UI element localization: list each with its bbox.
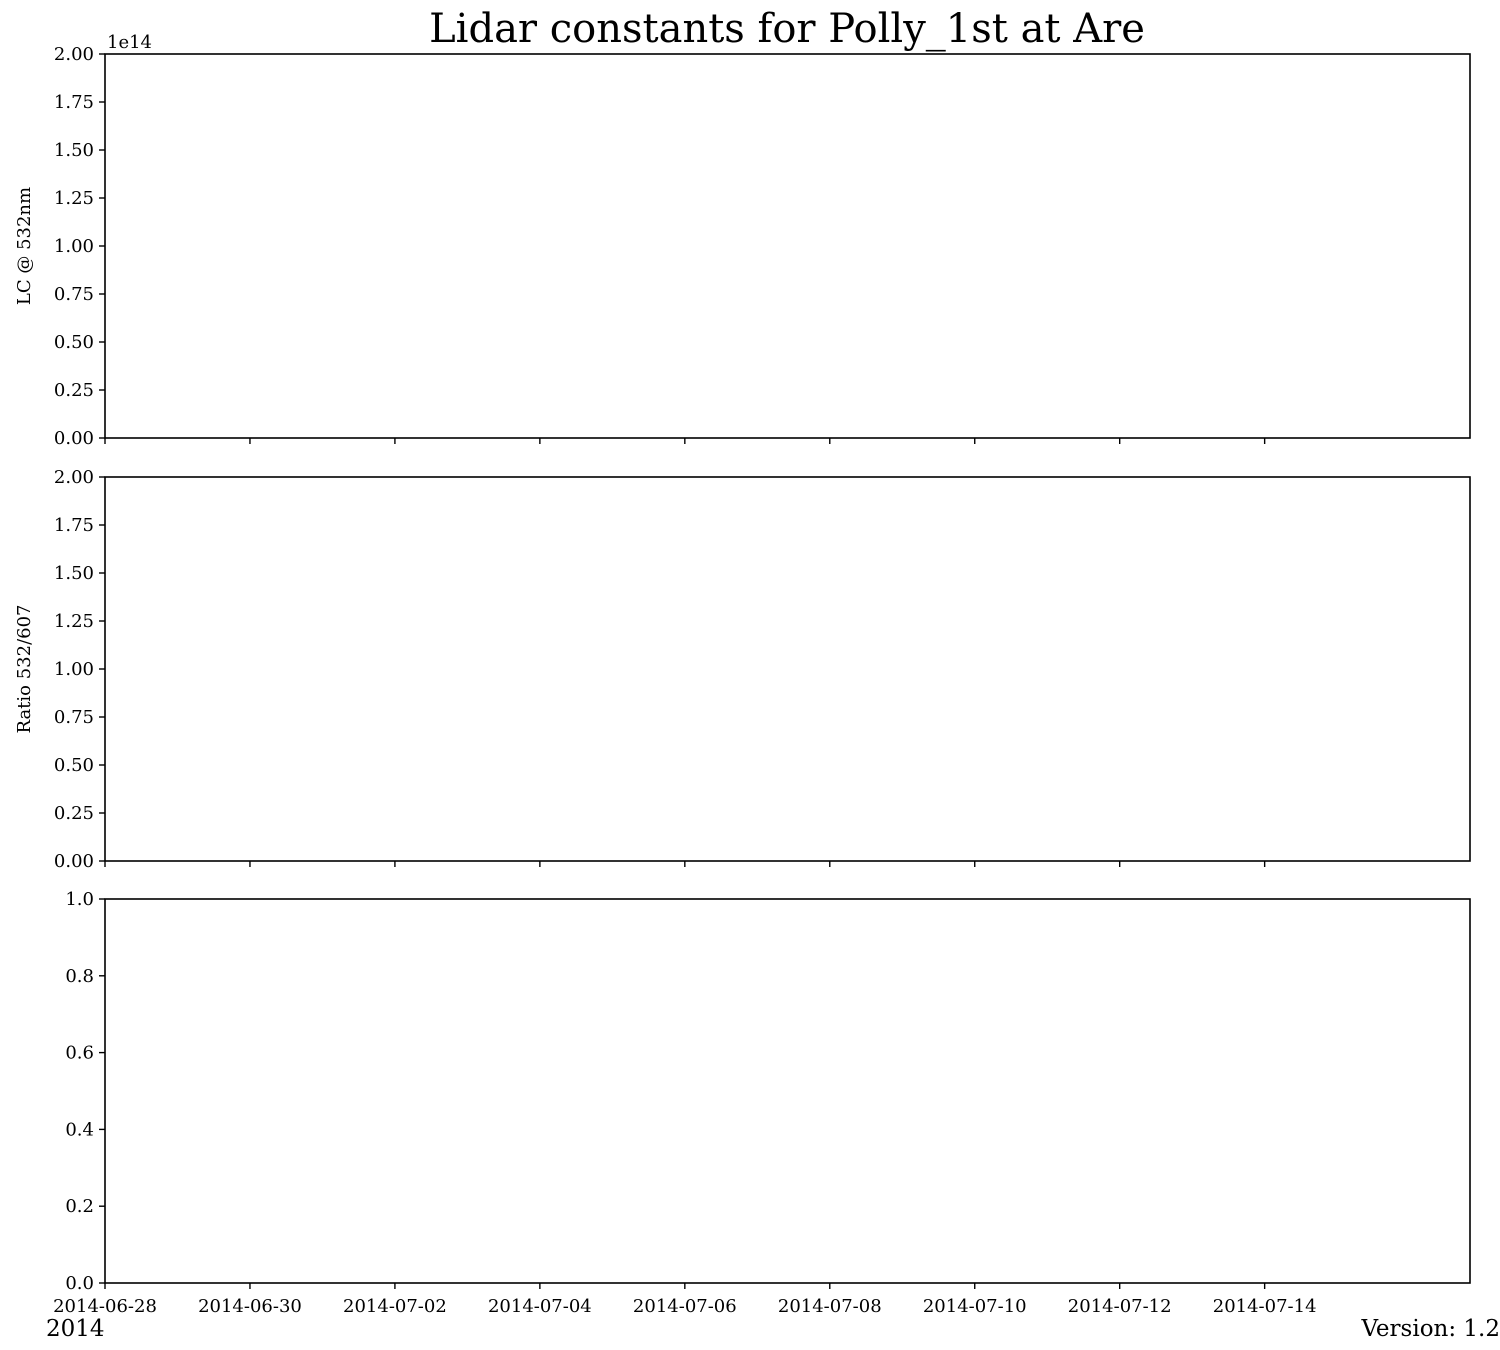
panels: 0.00 0.25 0.50 0.75 1.00 1.25 1.50 1.75 2.00 LC @… <box>14 32 1471 1317</box>
y-tick-label: 0.6 <box>65 1043 94 1064</box>
chart-title: Lidar constants for Polly_1st at Are <box>429 6 1145 52</box>
y-tick-label: 0.00 <box>54 851 94 872</box>
x-tick-label: 2014-07-08 <box>778 1296 882 1317</box>
y-axis-label: Ratio 532/607 <box>14 604 35 733</box>
y-tick-label: 2.00 <box>54 467 94 488</box>
y-tick-label: 0.50 <box>54 332 94 353</box>
y-tick-label: 1.0 <box>65 889 94 910</box>
y-tick-label: 1.25 <box>54 188 94 209</box>
y-tick-label: 2.00 <box>54 44 94 65</box>
y-tick-label: 1.00 <box>54 236 94 257</box>
x-axis-offset-label: 2014 <box>46 1316 105 1342</box>
y-tick-label: 1.75 <box>54 515 94 536</box>
y-tick-label: 0.8 <box>65 966 94 987</box>
panel-3: 0.0 0.2 0.4 0.6 0.8 1.0 2014-06-28 2014-06-30 20… <box>53 889 1471 1317</box>
x-tick-label: 2014-06-30 <box>198 1296 302 1317</box>
version-label: Version: 1.2 <box>1360 1316 1500 1342</box>
y-tick-label: 1.50 <box>54 140 94 161</box>
x-tick-label: 2014-07-06 <box>633 1296 737 1317</box>
x-tick-label: 2014-07-12 <box>1068 1296 1172 1317</box>
y-tick-label: 0.50 <box>54 755 94 776</box>
y-axis-label: LC @ 532nm <box>14 187 35 305</box>
plot-area-frame <box>104 53 1471 439</box>
x-tick-label: 2014-07-10 <box>923 1296 1027 1317</box>
y-tick-label: 0.00 <box>54 428 94 449</box>
x-tick-label: 2014-06-28 <box>53 1296 157 1317</box>
plot-area-frame <box>104 898 1471 1284</box>
y-tick-label: 0.25 <box>54 380 94 401</box>
y-tick-label: 0.75 <box>54 707 94 728</box>
x-tick-label: 2014-07-14 <box>1213 1296 1317 1317</box>
y-tick-label: 1.00 <box>54 659 94 680</box>
y-tick-label: 1.50 <box>54 563 94 584</box>
y-tick-label: 1.75 <box>54 92 94 113</box>
y-tick-label: 0.75 <box>54 284 94 305</box>
y-tick-label: 1.25 <box>54 611 94 632</box>
y-tick-label: 0.4 <box>65 1119 94 1140</box>
x-tick-label: 2014-07-04 <box>488 1296 592 1317</box>
y-axis-offset-label: 1e14 <box>107 32 152 53</box>
y-tick-label: 0.2 <box>65 1196 94 1217</box>
y-tick-label: 0.25 <box>54 803 94 824</box>
panel-2: 0.00 0.25 0.50 0.75 1.00 1.25 1.50 1.75 2.00 Rati… <box>14 467 1471 872</box>
panel-1: 0.00 0.25 0.50 0.75 1.00 1.25 1.50 1.75 2.00 LC @… <box>14 32 1471 449</box>
x-tick-label: 2014-07-02 <box>343 1296 447 1317</box>
y-tick-label: 0.0 <box>65 1273 94 1294</box>
plot-area-frame <box>104 476 1471 862</box>
